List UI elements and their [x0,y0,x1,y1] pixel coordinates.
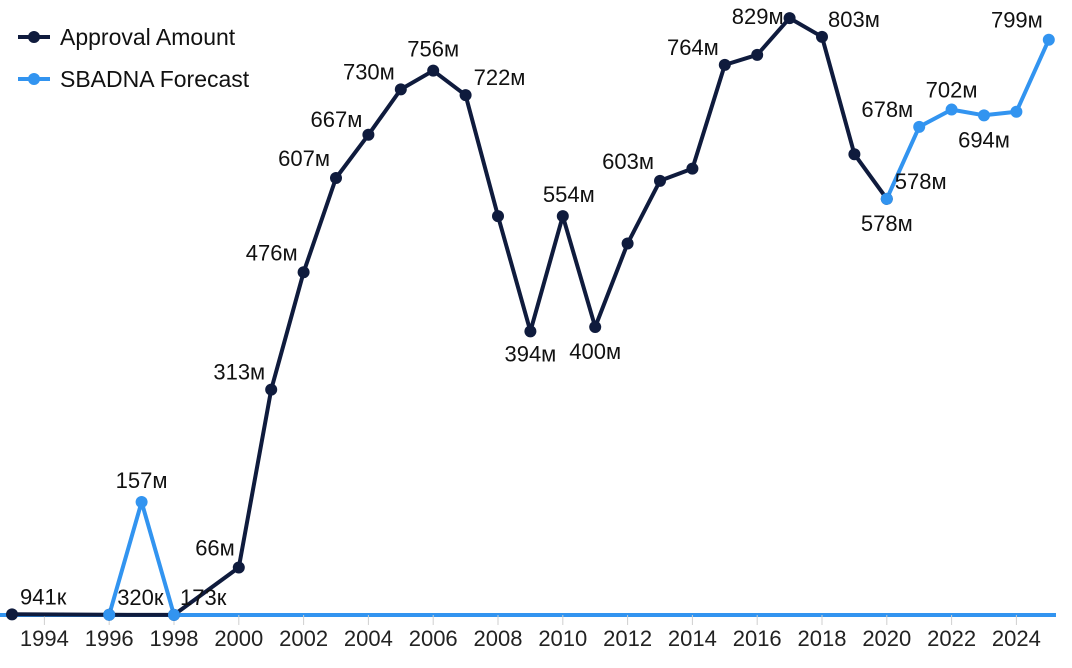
series-sbadna-forecast [107,38,1051,616]
x-tick-label: 2016 [733,626,782,651]
x-tick-label: 1998 [150,626,199,651]
data-point[interactable] [816,30,828,43]
data-point[interactable] [103,608,116,621]
data-point[interactable] [880,192,893,205]
data-point[interactable] [848,148,861,161]
data-label: 694м [958,127,1010,152]
data-label: 702м [926,78,978,103]
data-point[interactable] [232,561,245,574]
legend-label-approval: Approval Amount [60,24,236,50]
data-point[interactable] [1042,33,1055,46]
data-point[interactable] [718,58,731,71]
data-label: 756м [407,37,459,62]
data-point[interactable] [751,48,764,61]
data-point[interactable] [330,171,342,184]
data-label: 678м [861,97,913,122]
legend-item-approval[interactable]: Approval Amount [18,24,236,50]
data-label: 554м [543,182,595,207]
data-point[interactable] [1010,105,1023,118]
series-approval-amount [11,16,889,617]
data-point[interactable] [492,210,504,223]
data-point[interactable] [686,162,699,175]
data-label: 578м [895,169,947,194]
x-tick-label: 2006 [409,626,458,651]
x-tick-label: 2008 [474,626,523,651]
x-tick-label: 2020 [862,626,911,651]
legend-marker-approval [28,31,40,43]
data-label: 829м [732,4,784,29]
data-label: 667м [311,107,363,132]
data-label: 320к [117,585,164,610]
data-point[interactable] [621,237,634,250]
x-tick-label: 2010 [538,626,587,651]
x-tick-label: 2014 [668,626,717,651]
data-point[interactable] [654,174,666,187]
data-label: 476м [246,240,298,265]
data-label: 173к [180,585,227,610]
data-point[interactable] [556,210,569,223]
data-point[interactable] [168,608,180,621]
legend-item-forecast[interactable]: SBADNA Forecast [18,66,250,92]
data-point[interactable] [265,383,278,396]
series-line [11,16,889,617]
plot-area [6,12,1055,621]
series-line [884,38,1051,200]
x-tick-label: 2000 [214,626,263,651]
data-point[interactable] [135,495,148,508]
legend-label-forecast: SBADNA Forecast [60,66,250,92]
data-point[interactable] [945,103,958,116]
data-point[interactable] [978,109,990,122]
legend: Approval Amount SBADNA Forecast [18,24,250,92]
data-label: 730м [343,59,395,84]
data-point[interactable] [6,608,18,621]
data-point[interactable] [297,266,310,279]
data-point[interactable] [394,83,407,96]
data-label: 722м [474,65,526,90]
x-tick-label: 2022 [927,626,976,651]
data-label: 803м [828,7,880,32]
data-point[interactable] [913,120,926,133]
data-label: 66м [195,535,235,560]
data-point[interactable] [783,12,796,25]
x-axis: 1994 1996 1998 2000 2002 2004 2006 2008 2010 2012… [0,613,1056,651]
legend-marker-forecast [28,73,40,85]
x-tick-label: 2004 [344,626,393,651]
x-tick-label: 2002 [279,626,328,651]
data-label: 607м [278,146,330,171]
data-label: 941к [20,584,67,609]
data-label: 394м [504,341,556,366]
x-tick-label: 2012 [603,626,652,651]
x-tick-label: 2018 [798,626,847,651]
data-label: 400м [569,339,621,364]
data-label: 799м [991,8,1043,33]
data-point[interactable] [589,321,602,333]
data-label: 764м [667,35,719,60]
data-point[interactable] [459,89,472,102]
x-tick-label: 1994 [20,626,69,651]
data-point[interactable] [427,64,440,77]
data-label: 313м [213,360,265,385]
data-point[interactable] [524,325,537,338]
data-label: 578м [861,211,913,236]
data-label: 157м [116,468,168,493]
data-labels: 941к 320к 173к 66м 313м 476м 607м 667м 730м 756м 7… [20,4,1043,610]
x-tick-label: 2024 [992,626,1041,651]
data-point[interactable] [362,128,375,141]
data-label: 603м [602,149,654,174]
x-tick-label: 1996 [85,626,134,651]
